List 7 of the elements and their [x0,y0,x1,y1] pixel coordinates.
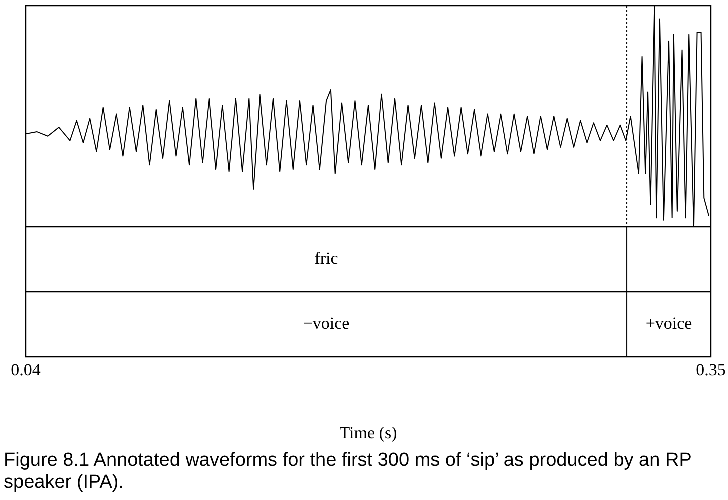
x-tick-label: 0.04 [11,360,42,380]
text: +voice [646,314,692,333]
text: fric [314,248,339,268]
x-tick-label: 0.35 [696,360,726,380]
text: −voice [303,314,350,333]
caption: Figure 8.1 Annotated waveforms for the first 300 ms of ‘sip’ as produced by an RP speaker (IPA). [4,450,693,494]
x-axis-title: Time (s) [340,423,398,442]
